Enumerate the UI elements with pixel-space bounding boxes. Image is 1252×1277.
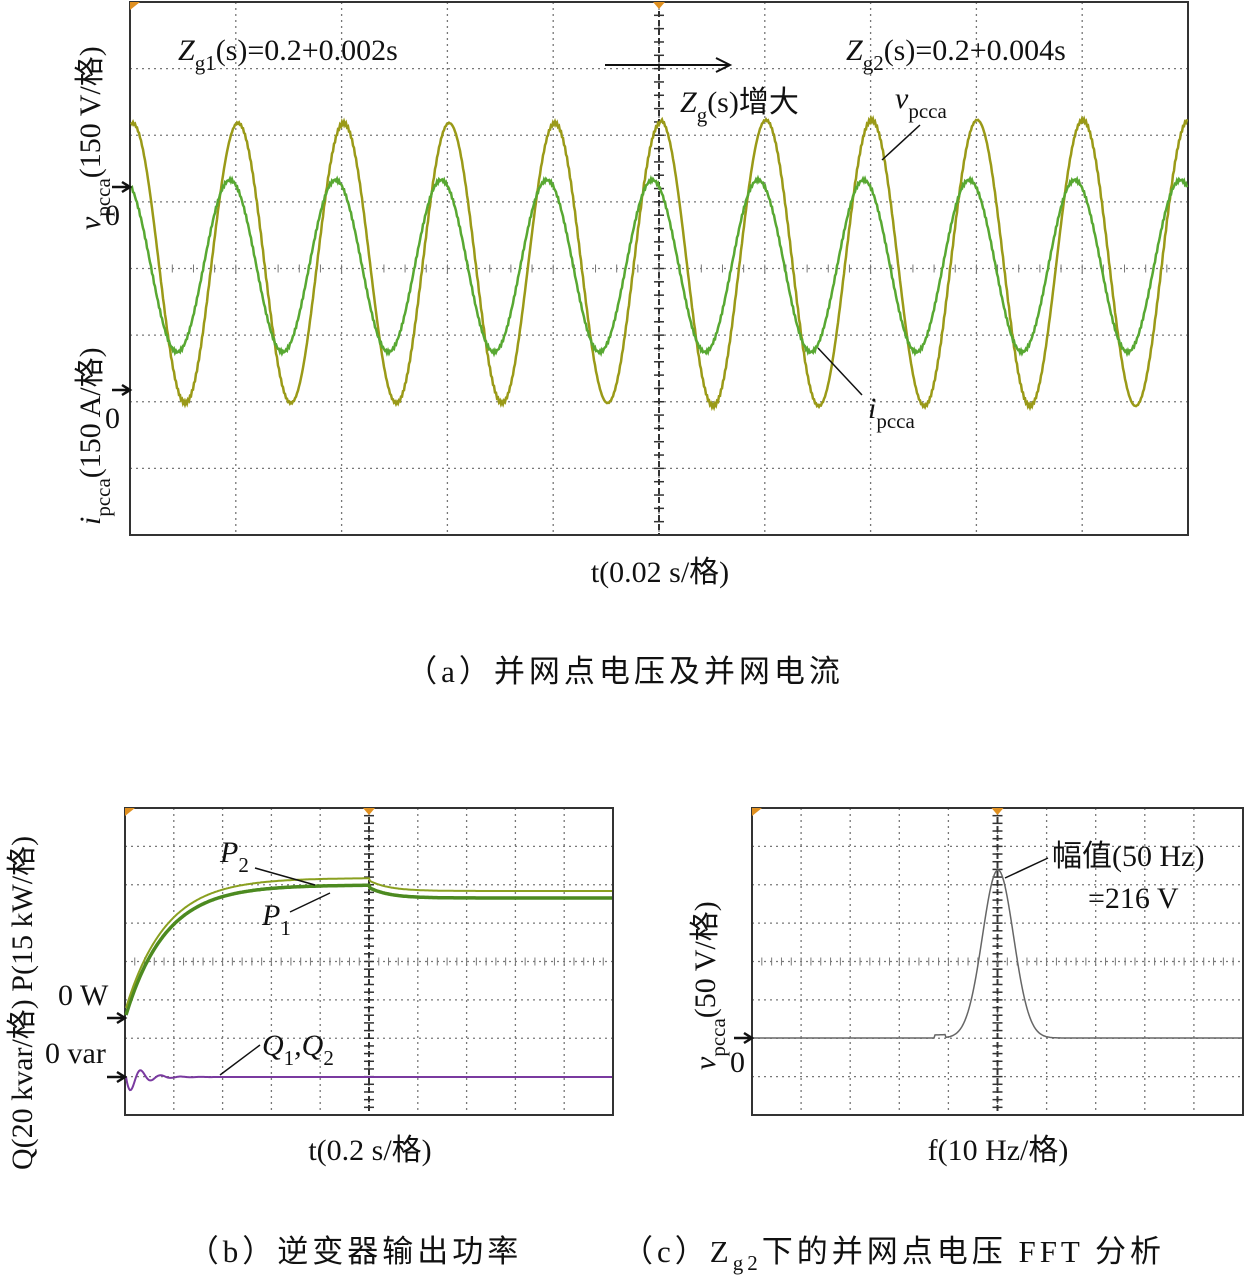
- zero-v: 0: [105, 199, 120, 232]
- v-label: vpcca: [895, 82, 947, 123]
- zero-i: 0: [105, 402, 120, 435]
- x-label: f(10 Hz/格): [928, 1134, 1069, 1167]
- p-curve: [124, 883, 612, 1016]
- corner-marker: [752, 808, 762, 816]
- spectrum: [753, 869, 1242, 1039]
- zero-marker: [734, 1031, 755, 1045]
- current-wave: [130, 174, 1189, 358]
- trigger-marker: [991, 808, 1004, 815]
- p1-label: P1: [261, 899, 291, 940]
- p-leader: [289, 892, 331, 913]
- caption: （b）逆变器输出功率: [188, 1234, 523, 1269]
- zero-marker: [112, 383, 133, 397]
- amp-label: 幅值(50 Hz): [1052, 840, 1204, 873]
- zg-label: Zg(s)增大: [680, 86, 799, 127]
- y-label: vpcca(50 V/格): [689, 901, 730, 1070]
- y-label-v: vpcca(150 V/格): [74, 46, 115, 230]
- zero-var: 0 var: [45, 1037, 106, 1070]
- zero-marker: [112, 180, 133, 194]
- zero: 0: [730, 1046, 745, 1079]
- q-leader: [219, 1044, 261, 1076]
- i-leader: [817, 347, 863, 396]
- change-arrow: [605, 57, 733, 73]
- y-label: Q(20 kvar/格) P(15 kW/格): [6, 836, 39, 1170]
- p-curve: [125, 877, 612, 1009]
- zero-w: 0 W: [58, 979, 109, 1012]
- amp-leader: [1004, 857, 1049, 879]
- q-label: Q1,Q2: [262, 1029, 334, 1070]
- corner-marker: [130, 2, 140, 10]
- caption: （c）Zg2下的并网点电压 FFT 分析: [622, 1234, 1165, 1275]
- amp-value: =216 V: [1088, 882, 1179, 915]
- trigger-marker: [363, 808, 375, 815]
- trigger-marker: [653, 2, 665, 9]
- x-label: t(0.2 s/格): [308, 1134, 431, 1167]
- caption: （a）并网点电压及并网电流: [406, 654, 844, 689]
- p2-label: P2: [219, 836, 249, 877]
- i-label: ipcca: [868, 392, 915, 433]
- y-label-i: ipcca(150 A/格): [74, 347, 115, 525]
- zero-marker: [107, 1070, 128, 1084]
- q-curve: [125, 1069, 612, 1092]
- voltage-wave: [129, 114, 1189, 412]
- p-leader: [254, 867, 316, 886]
- x-label: t(0.02 s/格): [591, 556, 729, 589]
- v-leader: [881, 124, 921, 161]
- zg2-label: Zg2(s)=0.2+0.004s: [846, 34, 1066, 75]
- zg1-label: Zg1(s)=0.2+0.002s: [178, 34, 398, 75]
- zero-marker: [107, 1011, 128, 1025]
- corner-marker: [125, 808, 135, 816]
